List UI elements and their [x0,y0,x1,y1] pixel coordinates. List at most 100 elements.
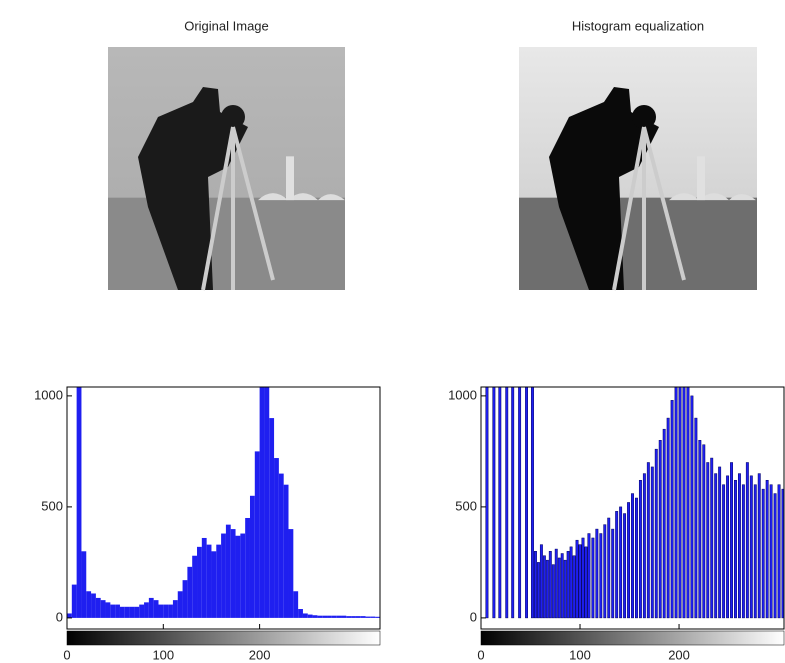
x-tick-label: 100 [569,647,591,662]
bar [260,387,265,618]
bar [91,593,96,617]
bar [216,545,221,618]
stem [627,502,629,617]
image [108,47,345,290]
stem [667,418,669,618]
bar [313,615,318,618]
stem [518,387,520,618]
stem [611,529,613,618]
stem [774,494,776,618]
bar [322,616,327,618]
bar [274,458,279,618]
stem [493,387,495,618]
stem [730,462,732,617]
y-tick-label: 1000 [448,387,477,402]
stem [540,545,542,618]
stem [615,511,617,618]
bar [240,534,245,618]
bar [361,616,366,618]
colorbar [481,631,784,645]
stem [582,538,584,618]
stem [531,387,533,618]
image-buildings [669,193,756,200]
stem [651,467,653,618]
stem [537,562,539,618]
stem [726,476,728,618]
stem [718,467,720,618]
bar [77,387,82,618]
image-title: Original Image [184,18,269,33]
stem [506,387,508,618]
stem [619,507,621,618]
stem [511,387,513,618]
stem [564,560,566,618]
bar [341,616,346,618]
stem [555,549,557,618]
stem [543,556,545,618]
stem [742,485,744,618]
bar [351,616,356,618]
bar [231,529,236,618]
stem [762,489,764,618]
bar [337,616,342,618]
stem [679,387,681,618]
colorbar [67,631,380,645]
stem [588,534,590,618]
bar [289,529,294,618]
bar [106,602,111,618]
bar [125,607,130,618]
stem [703,445,705,618]
bar [144,602,149,618]
stem [549,551,551,618]
image-buildings [258,193,345,200]
stem [699,440,701,618]
stem [561,554,563,618]
bar [81,551,86,618]
bar [72,585,77,618]
bar [269,418,274,618]
bar [183,580,188,618]
image-title: Histogram equalization [572,18,704,33]
x-tick-label: 0 [477,647,484,662]
stem [766,480,768,618]
y-tick-label: 1000 [34,387,63,402]
y-tick-label: 0 [56,609,63,624]
bar [207,545,212,618]
image-camera [632,105,656,129]
bar [96,598,101,618]
bar [149,598,154,618]
bar [250,496,255,618]
bar [130,607,135,618]
bar [284,485,289,618]
bar [163,605,168,618]
x-tick-label: 0 [63,647,70,662]
bar [366,617,371,618]
stem [647,462,649,617]
stem [608,518,610,618]
stem [663,429,665,618]
bar [327,616,332,618]
bar [158,605,163,618]
bar [211,551,216,618]
image-tower [286,156,294,200]
stem [778,485,780,618]
bar [370,617,375,618]
x-tick-label: 100 [152,647,174,662]
stem [758,474,760,618]
stem [643,474,645,618]
bar [192,556,197,618]
image-camera [221,105,245,129]
y-tick-label: 500 [41,498,63,513]
stem [738,474,740,618]
image-ground [519,198,757,290]
stem [525,387,527,618]
bar [134,607,139,618]
stem [570,547,572,618]
image-tower [697,156,705,200]
stem [596,529,598,618]
bar [101,600,106,618]
bar [317,616,322,618]
stem [754,485,756,618]
stem [770,485,772,618]
stem [659,440,661,618]
